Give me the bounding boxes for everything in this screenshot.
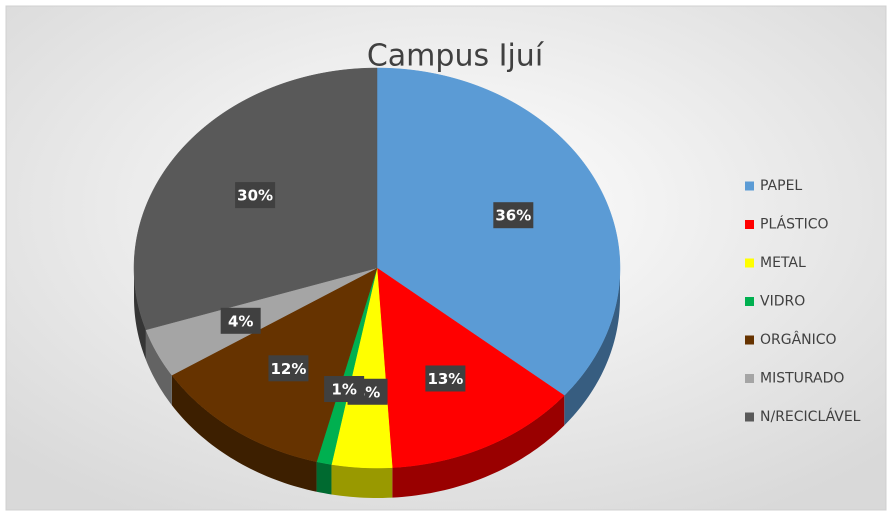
slice bbox=[376, 67, 621, 396]
data-label: 4% bbox=[228, 312, 253, 330]
data-label-box bbox=[493, 202, 534, 229]
legend-swatch bbox=[745, 297, 754, 306]
slice-side bbox=[171, 375, 317, 492]
slice-side bbox=[134, 268, 146, 360]
legend-label: METAL bbox=[760, 255, 806, 271]
data-label: 13% bbox=[427, 370, 463, 388]
legend-swatch bbox=[745, 374, 754, 383]
slice-side bbox=[392, 395, 565, 498]
slice-side bbox=[145, 329, 172, 406]
legend-label: MISTURADO bbox=[760, 371, 844, 387]
legend-label: N/RECICLÁVEL bbox=[760, 408, 861, 425]
legend-label: PLÁSTICO bbox=[760, 216, 829, 233]
data-label: 1% bbox=[331, 381, 356, 399]
data-label-box bbox=[324, 376, 365, 403]
data-label-box bbox=[235, 182, 276, 209]
legend-swatch bbox=[745, 258, 754, 268]
slice-side bbox=[564, 268, 620, 426]
slice bbox=[145, 267, 378, 376]
legend-label: ORGÂNICO bbox=[760, 330, 837, 348]
legend-swatch bbox=[745, 220, 754, 229]
legend-swatch bbox=[745, 335, 754, 345]
slice-side bbox=[331, 464, 393, 498]
legend-swatch bbox=[745, 181, 754, 191]
legend-swatch bbox=[745, 412, 754, 422]
legend-label: PAPEL bbox=[760, 178, 802, 194]
data-label: 12% bbox=[270, 360, 306, 378]
chart-title: Campus Ijuí bbox=[367, 39, 545, 74]
slice-side bbox=[316, 461, 332, 495]
slice bbox=[376, 267, 565, 468]
data-label: 30% bbox=[237, 187, 273, 205]
slice bbox=[331, 267, 393, 469]
data-label-box bbox=[268, 355, 309, 382]
data-label-box bbox=[425, 365, 466, 392]
legend-label: VIDRO bbox=[760, 294, 805, 310]
data-label: 36% bbox=[495, 207, 531, 225]
data-label-box bbox=[220, 307, 261, 334]
